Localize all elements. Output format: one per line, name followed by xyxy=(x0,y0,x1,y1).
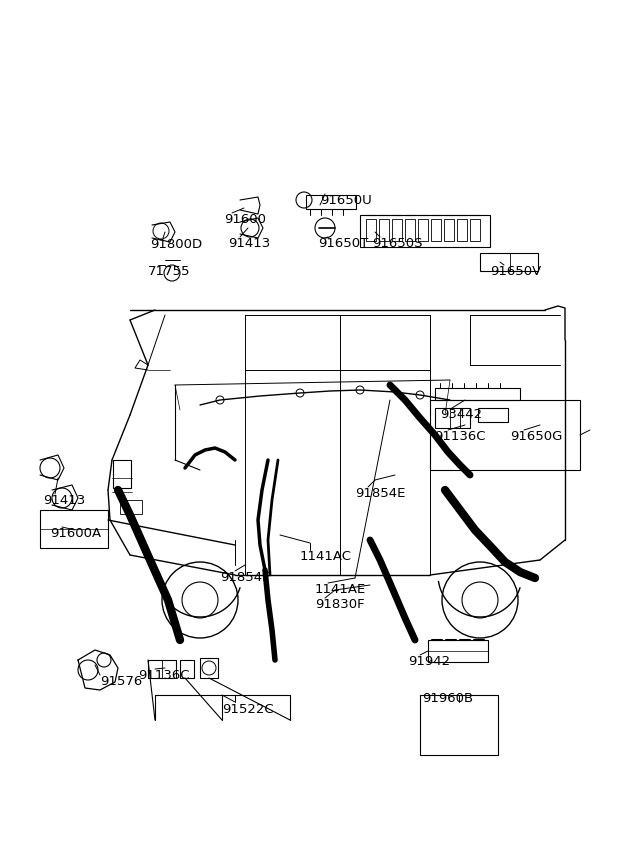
Text: 91413: 91413 xyxy=(43,494,86,507)
Text: 1141AE: 1141AE xyxy=(315,583,366,596)
Text: 1141AC: 1141AC xyxy=(300,550,352,563)
Bar xyxy=(444,219,454,241)
Bar xyxy=(405,219,415,241)
Bar xyxy=(480,253,538,271)
Bar xyxy=(148,660,176,678)
Bar xyxy=(428,640,488,662)
Text: 91800D: 91800D xyxy=(150,238,202,251)
Text: 91650U: 91650U xyxy=(320,194,372,207)
Bar xyxy=(180,660,194,678)
Text: 91600: 91600 xyxy=(224,213,266,226)
Bar xyxy=(470,219,480,241)
Text: 91650T: 91650T xyxy=(318,237,368,250)
Bar xyxy=(418,219,428,241)
Bar xyxy=(420,695,498,755)
Text: 91600A: 91600A xyxy=(50,527,101,540)
Bar xyxy=(457,219,467,241)
Text: 91830F: 91830F xyxy=(315,598,365,611)
Text: 91854F: 91854F xyxy=(220,571,270,584)
Text: 91576: 91576 xyxy=(100,675,142,688)
Text: 91650G: 91650G xyxy=(510,430,562,443)
Bar xyxy=(430,400,580,470)
Bar xyxy=(478,408,508,422)
Bar xyxy=(120,500,142,514)
Bar xyxy=(360,215,490,247)
Bar xyxy=(431,219,441,241)
Bar xyxy=(435,388,520,400)
Text: 91136C: 91136C xyxy=(434,430,485,443)
Text: 91960B: 91960B xyxy=(422,692,473,705)
Text: 91854E: 91854E xyxy=(355,487,405,500)
Bar xyxy=(435,408,470,428)
Text: 91522C: 91522C xyxy=(222,703,273,716)
Text: 91136C: 91136C xyxy=(138,669,190,682)
Bar xyxy=(40,510,108,548)
Text: 91650S: 91650S xyxy=(372,237,422,250)
Text: 91413: 91413 xyxy=(228,237,270,250)
Text: 91650V: 91650V xyxy=(490,265,541,278)
Bar xyxy=(366,219,376,241)
Bar xyxy=(306,195,356,209)
Bar xyxy=(379,219,389,241)
Bar xyxy=(113,460,131,488)
Text: 71755: 71755 xyxy=(148,265,190,278)
Text: 93442: 93442 xyxy=(440,408,482,421)
Bar xyxy=(200,658,218,678)
Text: 91942: 91942 xyxy=(408,655,450,668)
Bar xyxy=(392,219,402,241)
